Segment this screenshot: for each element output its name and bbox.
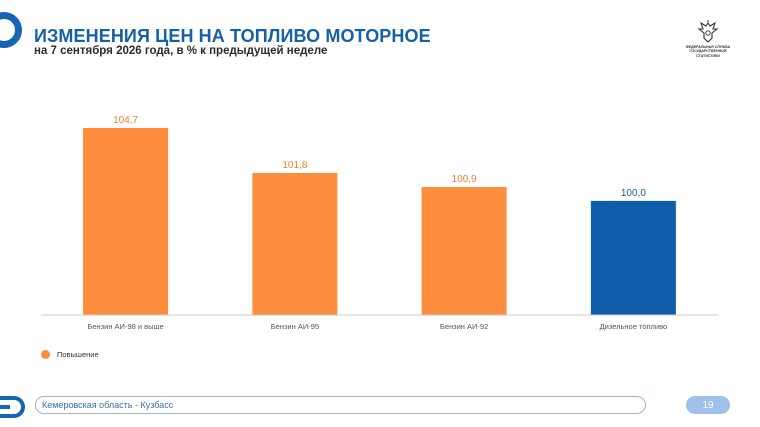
bars-group: [83, 128, 676, 315]
page-subtitle: на 7 сентября 2026 года, в % к предыдуще…: [34, 45, 328, 57]
footer-region-bar: Кемеровская область - Кузбасс: [35, 396, 646, 414]
value-label-3: 100,9: [452, 174, 477, 185]
x-tick-label-3: Бензин АИ-92: [440, 322, 488, 331]
value-label-4: 100,0: [621, 188, 646, 199]
value-label-1: 104,7: [113, 115, 138, 126]
bar-2: [252, 173, 338, 315]
agency-name: ФЕДЕРАЛЬНАЯ СЛУЖБА ГОСУДАРСТВЕННОЙ СТАТИ…: [680, 45, 736, 58]
page-title: ИЗМЕНЕНИЯ ЦЕН НА ТОПЛИВО МОТОРНОЕ: [34, 26, 431, 46]
fuel-price-bar-chart: 104,7 101,8 100,9 100,0 Бензин АИ-98 и выше…: [41, 115, 718, 331]
legend-swatch-increase: [41, 350, 50, 359]
bar-4: [590, 200, 676, 315]
corner-logo-mark: [0, 12, 22, 48]
agency-line-1: ФЕДЕРАЛЬНАЯ СЛУЖБА: [685, 45, 731, 49]
legend-label-increase: Повышение: [57, 350, 99, 359]
rosstat-emblem: ФЕДЕРАЛЬНАЯ СЛУЖБА ГОСУДАРСТВЕННОЙ СТАТИ…: [680, 20, 736, 58]
value-label-2: 101,8: [282, 160, 307, 171]
legend: Повышение: [41, 350, 99, 359]
footer-region-label: Кемеровская область - Кузбасс: [42, 400, 174, 410]
bar-3: [421, 187, 507, 315]
value-labels-group: 104,7 101,8 100,9 100,0: [113, 115, 646, 199]
agency-line-2: ГОСУДАРСТВЕННОЙ: [689, 49, 727, 54]
agency-line-3: СТАТИСТИКИ: [696, 53, 720, 58]
footer-logo-icon: [0, 396, 25, 418]
x-tick-label-2: Бензин АИ-95: [271, 322, 319, 331]
x-tick-labels-group: Бензин АИ-98 и выше Бензин АИ-95 Бензин АИ…: [87, 322, 667, 331]
x-tick-label-1: Бензин АИ-98 и выше: [87, 322, 163, 331]
page-number-badge: 19: [686, 396, 730, 414]
bar-1: [83, 128, 169, 315]
x-tick-label-4: Дизельное топливо: [600, 322, 668, 331]
double-eagle-icon: [697, 20, 719, 43]
